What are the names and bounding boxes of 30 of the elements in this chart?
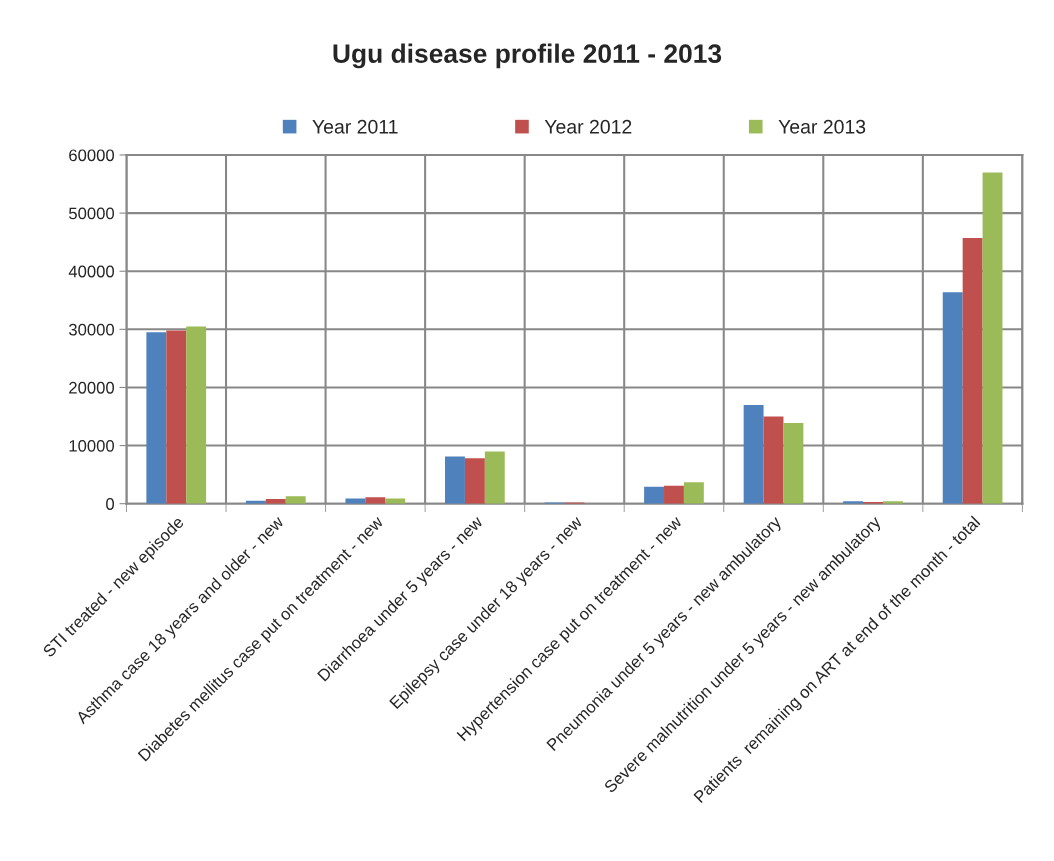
y-tick-label: 60000: [69, 149, 115, 162]
bar: [743, 404, 764, 504]
bar: [783, 422, 804, 504]
bar: [464, 458, 485, 504]
bar: [962, 238, 983, 504]
y-tick-label: 30000: [68, 323, 115, 336]
chart-title: Ugu disease profile 2011 - 2013: [333, 43, 722, 69]
y-tick-label: 40000: [68, 265, 115, 278]
bar: [365, 497, 386, 504]
bar: [345, 498, 366, 504]
bar: [664, 485, 684, 504]
bar: [445, 456, 465, 504]
bar: [285, 496, 306, 504]
bar: [763, 416, 784, 504]
y-tick-label: 20000: [69, 381, 115, 394]
bar: [385, 498, 406, 504]
bar: [942, 292, 963, 504]
bar: [146, 332, 167, 504]
y-tick-label: 0: [106, 498, 115, 510]
bar: [982, 172, 1003, 504]
legend-label: Year 2013: [778, 119, 866, 134]
legend-label: Year 2012: [544, 119, 632, 134]
bar: [186, 326, 207, 504]
bar: [644, 486, 665, 504]
bar: [166, 330, 187, 504]
bar: [484, 451, 505, 504]
legend-label: Year 2011: [312, 119, 398, 134]
y-tick-label: 50000: [69, 207, 115, 220]
bar: [683, 482, 704, 504]
y-tick-label: 10000: [69, 439, 115, 452]
